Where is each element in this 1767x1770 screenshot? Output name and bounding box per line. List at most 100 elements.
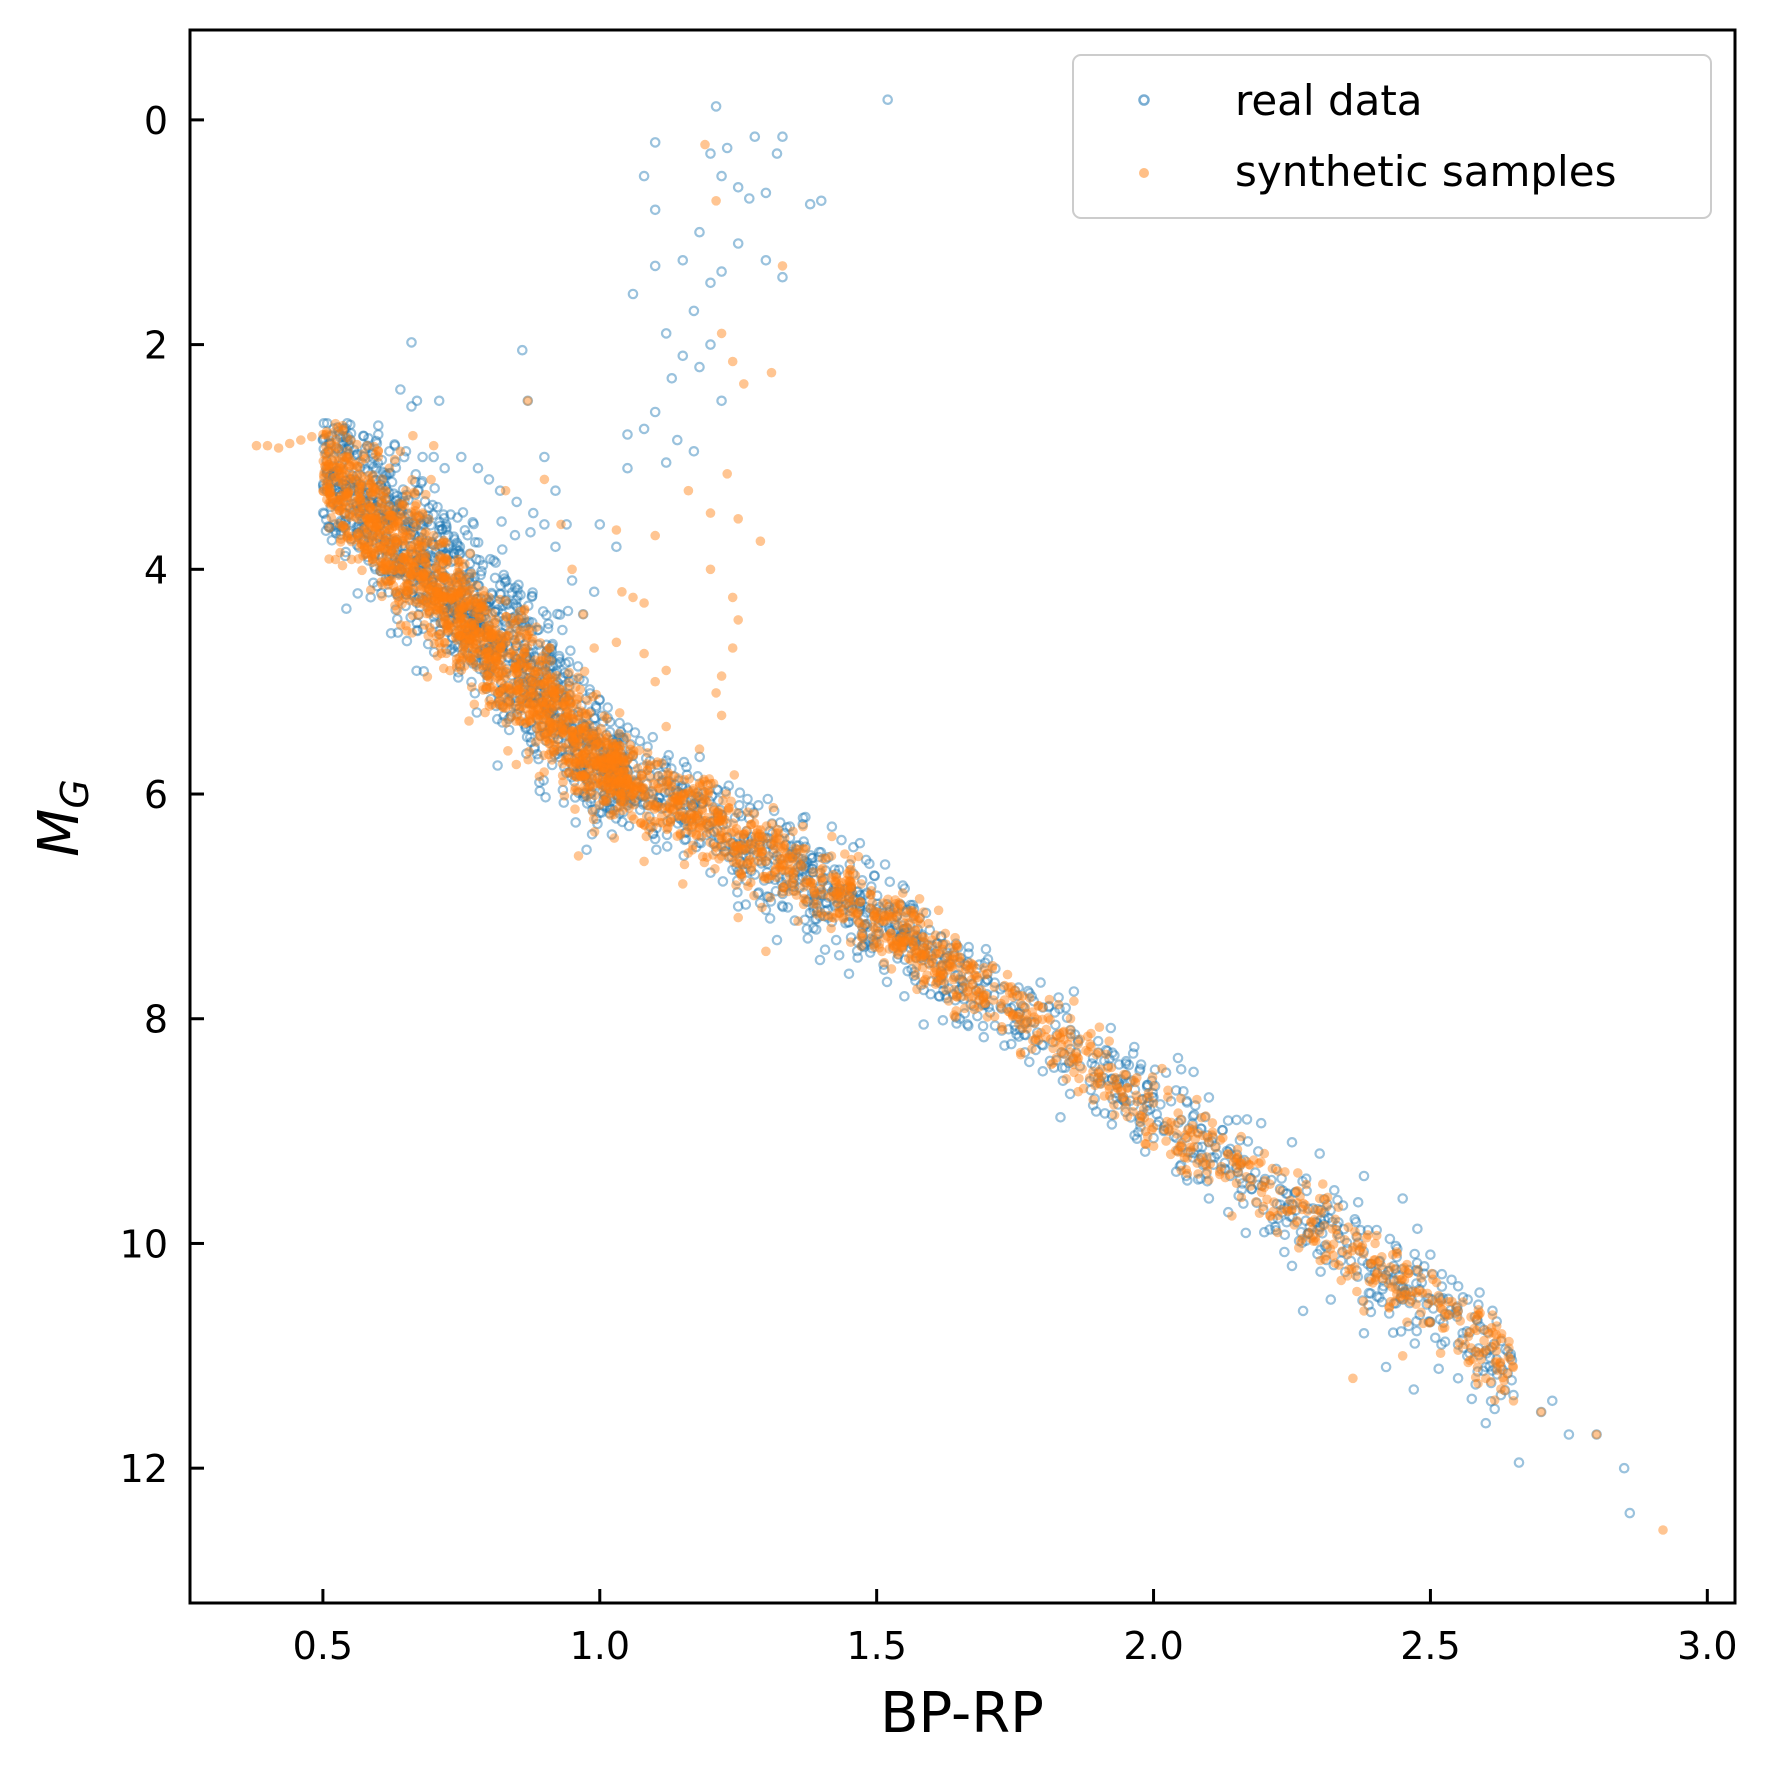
synthetic-sample-point-82 xyxy=(727,592,738,603)
real-data-point-42 xyxy=(732,844,744,856)
synthetic-sample-point-720 xyxy=(535,638,546,648)
real-data-point-15 xyxy=(511,496,522,508)
real-data-point-883 xyxy=(440,611,451,622)
real-data-point-373 xyxy=(497,642,509,654)
real-data-point-717 xyxy=(608,763,620,774)
synthetic-sample-point-1770 xyxy=(1071,1048,1081,1059)
real-data-point-371 xyxy=(972,975,984,986)
synthetic-sample-point-104 xyxy=(678,879,688,889)
real-data-point-782 xyxy=(634,790,646,801)
synthetic-sample-point-1592 xyxy=(1236,1131,1246,1142)
real-data-point-537 xyxy=(348,444,360,456)
real-data-point-121 xyxy=(505,710,517,721)
real-data-point-225 xyxy=(520,697,532,709)
synthetic-sample-point-72 xyxy=(755,536,766,546)
real-data-point-738 xyxy=(453,545,464,557)
synthetic-sample-point-1044 xyxy=(1241,1172,1252,1182)
synthetic-sample-point-92 xyxy=(694,744,705,754)
real-data-point-879 xyxy=(944,942,956,954)
real-data-point-175 xyxy=(473,604,484,615)
real-data-point-69 xyxy=(1480,1361,1492,1373)
real-data-point-607 xyxy=(582,774,594,786)
real-data-point-112 xyxy=(688,305,700,317)
synthetic-sample-point-2210 xyxy=(794,844,804,855)
real-data-point-872 xyxy=(797,871,808,883)
real-data-point-685 xyxy=(593,732,605,744)
real-data-point-538 xyxy=(585,752,596,763)
real-data-point-579 xyxy=(856,874,868,886)
synthetic-sample-point-1290 xyxy=(933,905,944,916)
real-data-point-220 xyxy=(531,661,542,673)
real-data-point-589 xyxy=(481,631,493,643)
real-data-point-664 xyxy=(1171,1132,1182,1144)
real-data-point-40 xyxy=(677,811,689,822)
synthetic-sample-point-538 xyxy=(1192,1094,1202,1105)
real-data-point-429 xyxy=(753,799,764,811)
real-data-point-681 xyxy=(1312,1248,1323,1260)
real-data-point-365 xyxy=(592,760,604,771)
synthetic-sample-point-120 xyxy=(466,682,477,692)
real-data-point-148 xyxy=(1547,1395,1558,1407)
real-data-point-299 xyxy=(595,766,607,777)
real-data-point-402 xyxy=(599,750,610,761)
real-data-point-570 xyxy=(776,876,787,888)
real-data-point-403 xyxy=(894,932,906,943)
synthetic-sample-point-1559 xyxy=(546,656,556,666)
real-data-point-821 xyxy=(1318,1194,1330,1205)
real-data-point-398 xyxy=(525,717,537,728)
synthetic-sample-point-1300 xyxy=(1489,1395,1500,1405)
real-data-point-624 xyxy=(1482,1327,1494,1338)
real-data-point-97 xyxy=(777,131,788,142)
real-data-point-777 xyxy=(807,860,819,871)
real-data-point-617 xyxy=(1019,1029,1030,1040)
synthetic-sample-point-288 xyxy=(757,902,767,913)
real-data-point-643 xyxy=(392,542,403,553)
real-data-point-151 xyxy=(1259,1226,1270,1238)
real-data-point-856 xyxy=(535,645,546,656)
real-data-point-289 xyxy=(451,604,462,615)
real-data-point-354 xyxy=(442,576,453,588)
synthetic-sample-point-63 xyxy=(1658,1525,1668,1535)
real-data-point-544 xyxy=(354,461,366,473)
real-data-point-902 xyxy=(548,689,559,701)
real-data-point-404 xyxy=(473,610,484,622)
real-data-point-323 xyxy=(484,658,496,670)
synthetic-sample-point-1823 xyxy=(353,528,363,538)
real-data-point-745 xyxy=(676,787,687,799)
real-data-point-133 xyxy=(1092,1035,1104,1047)
real-data-point-846 xyxy=(560,711,572,723)
real-data-point-103 xyxy=(804,198,816,210)
synthetic-sample-point-1993 xyxy=(818,911,828,922)
real-data-point-187 xyxy=(392,567,403,579)
real-data-point-464 xyxy=(370,500,381,512)
real-data-point-28 xyxy=(345,474,356,485)
real-data-point-899 xyxy=(1388,1298,1400,1309)
real-data-point-60 xyxy=(1231,1153,1242,1165)
synthetic-sample-point-2106 xyxy=(729,770,740,780)
real-data-point-836 xyxy=(318,443,330,455)
real-data-point-393 xyxy=(629,795,640,807)
real-data-point-618 xyxy=(461,588,472,600)
real-data-point-559 xyxy=(532,713,544,725)
real-data-point-562 xyxy=(1436,1268,1448,1280)
real-data-point-274 xyxy=(402,508,414,520)
real-data-point-714 xyxy=(518,676,529,687)
real-data-point-918 xyxy=(455,617,467,629)
real-data-point-488 xyxy=(569,729,581,741)
real-data-point-929 xyxy=(392,502,403,513)
real-data-point-498 xyxy=(1139,1146,1151,1157)
real-data-point-831 xyxy=(412,571,423,582)
real-data-point-640 xyxy=(351,527,362,539)
real-data-point-185 xyxy=(517,643,528,655)
real-data-point-611 xyxy=(1131,1133,1143,1144)
real-data-point-165 xyxy=(1050,1019,1061,1031)
synthetic-sample-point-705 xyxy=(478,681,488,692)
real-data-point-500 xyxy=(595,741,607,752)
synthetic-sample-point-96 xyxy=(395,446,406,457)
real-data-point-7 xyxy=(400,445,412,457)
real-data-point-870 xyxy=(474,554,485,566)
real-data-point-878 xyxy=(524,666,536,677)
real-data-point-742 xyxy=(495,677,507,689)
real-data-point-109 xyxy=(716,266,727,277)
real-data-point-699 xyxy=(771,850,782,862)
